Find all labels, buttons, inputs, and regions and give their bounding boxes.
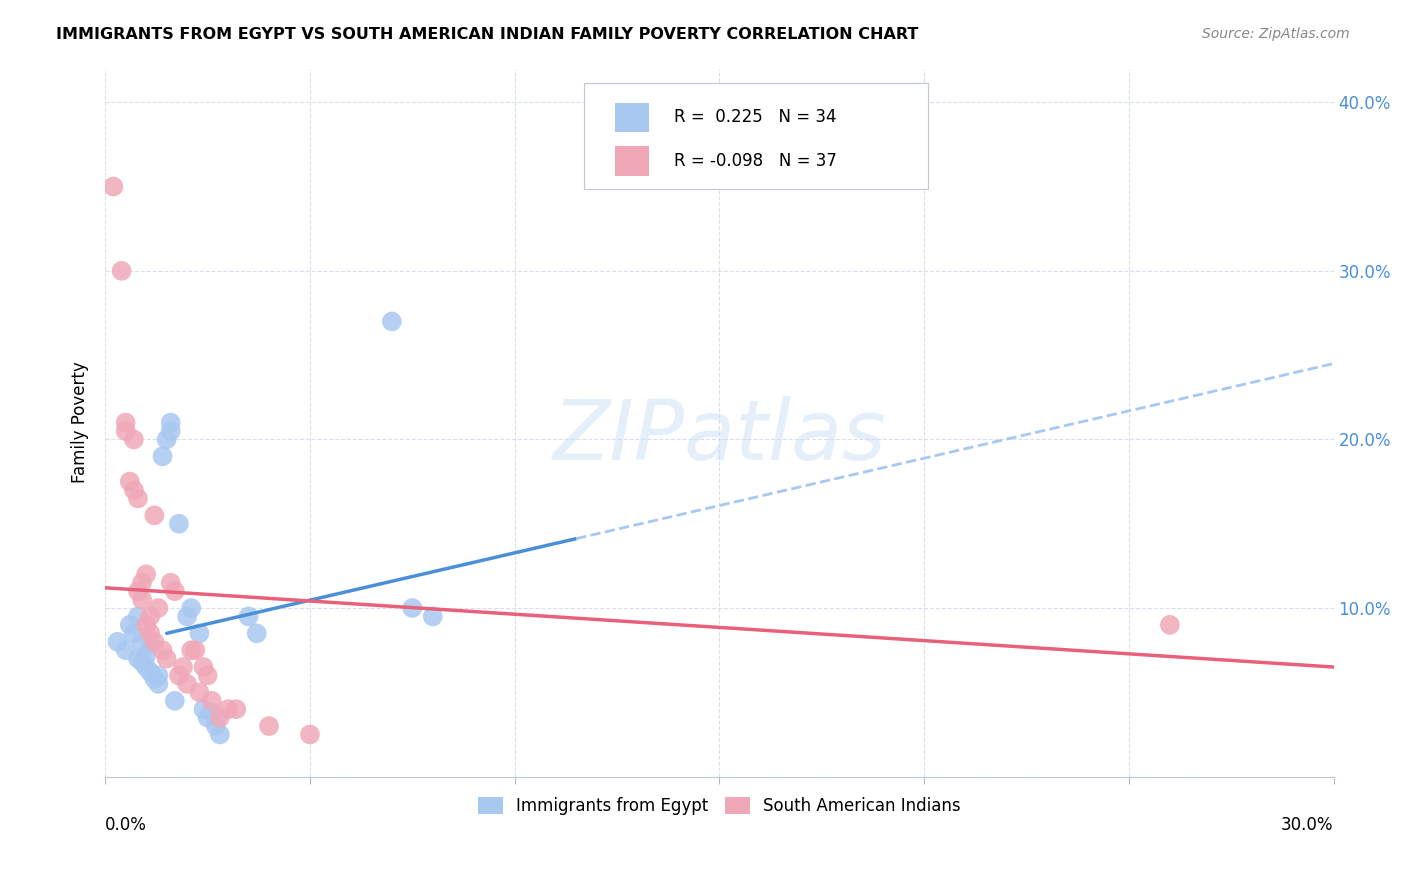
Point bbox=[381, 314, 404, 328]
Point bbox=[110, 264, 132, 278]
Text: R =  0.225   N = 34: R = 0.225 N = 34 bbox=[673, 109, 837, 127]
Point bbox=[193, 660, 215, 674]
Point bbox=[193, 702, 215, 716]
Point bbox=[188, 685, 211, 699]
Point bbox=[148, 601, 170, 615]
Point bbox=[148, 668, 170, 682]
Point bbox=[103, 179, 125, 194]
FancyBboxPatch shape bbox=[614, 146, 650, 176]
Point bbox=[246, 626, 269, 640]
Text: ZIPatlas: ZIPatlas bbox=[553, 396, 886, 477]
Point bbox=[143, 508, 166, 523]
Point bbox=[204, 719, 226, 733]
Point bbox=[107, 634, 129, 648]
Point bbox=[1159, 618, 1181, 632]
Point bbox=[131, 575, 153, 590]
Point bbox=[156, 651, 179, 665]
Text: IMMIGRANTS FROM EGYPT VS SOUTH AMERICAN INDIAN FAMILY POVERTY CORRELATION CHART: IMMIGRANTS FROM EGYPT VS SOUTH AMERICAN … bbox=[56, 27, 918, 42]
Point bbox=[114, 416, 136, 430]
Point bbox=[401, 601, 423, 615]
Point bbox=[163, 584, 186, 599]
Point bbox=[143, 634, 166, 648]
Point bbox=[139, 609, 162, 624]
Point bbox=[127, 651, 149, 665]
Point bbox=[180, 643, 202, 657]
Point bbox=[152, 643, 174, 657]
Point bbox=[114, 643, 136, 657]
Point bbox=[167, 516, 190, 531]
Point bbox=[122, 626, 145, 640]
Point bbox=[217, 702, 239, 716]
Point bbox=[131, 655, 153, 669]
Point bbox=[188, 626, 211, 640]
Point bbox=[197, 668, 219, 682]
Point bbox=[135, 660, 157, 674]
Point bbox=[127, 584, 149, 599]
FancyBboxPatch shape bbox=[614, 103, 650, 132]
Point bbox=[127, 491, 149, 506]
Point bbox=[118, 475, 141, 489]
Point bbox=[159, 575, 181, 590]
Point bbox=[422, 609, 444, 624]
Point bbox=[114, 424, 136, 438]
Point bbox=[176, 677, 198, 691]
Point bbox=[135, 567, 157, 582]
Text: 30.0%: 30.0% bbox=[1281, 815, 1334, 833]
Text: 0.0%: 0.0% bbox=[105, 815, 148, 833]
Point bbox=[143, 672, 166, 686]
Point bbox=[127, 609, 149, 624]
Point bbox=[148, 677, 170, 691]
Point bbox=[176, 609, 198, 624]
Point bbox=[159, 416, 181, 430]
Point bbox=[201, 706, 224, 720]
Point bbox=[172, 660, 194, 674]
FancyBboxPatch shape bbox=[585, 83, 928, 189]
Point bbox=[298, 727, 321, 741]
Y-axis label: Family Poverty: Family Poverty bbox=[72, 361, 89, 483]
Text: R = -0.098   N = 37: R = -0.098 N = 37 bbox=[673, 153, 837, 170]
Point bbox=[131, 634, 153, 648]
Point bbox=[156, 433, 179, 447]
Point bbox=[208, 727, 231, 741]
Point bbox=[139, 626, 162, 640]
Point bbox=[139, 638, 162, 652]
Legend: Immigrants from Egypt, South American Indians: Immigrants from Egypt, South American In… bbox=[471, 790, 967, 822]
Point bbox=[122, 483, 145, 497]
Point bbox=[135, 618, 157, 632]
Point bbox=[257, 719, 280, 733]
Point bbox=[225, 702, 247, 716]
Point bbox=[180, 601, 202, 615]
Point bbox=[208, 711, 231, 725]
Point bbox=[135, 648, 157, 663]
Text: Source: ZipAtlas.com: Source: ZipAtlas.com bbox=[1202, 27, 1350, 41]
Point bbox=[163, 694, 186, 708]
Point bbox=[122, 433, 145, 447]
Point bbox=[159, 424, 181, 438]
Point bbox=[139, 665, 162, 679]
Point bbox=[152, 450, 174, 464]
Point bbox=[118, 618, 141, 632]
Point bbox=[238, 609, 260, 624]
Point bbox=[131, 592, 153, 607]
Point bbox=[197, 711, 219, 725]
Point bbox=[184, 643, 207, 657]
Point bbox=[201, 694, 224, 708]
Point bbox=[167, 668, 190, 682]
